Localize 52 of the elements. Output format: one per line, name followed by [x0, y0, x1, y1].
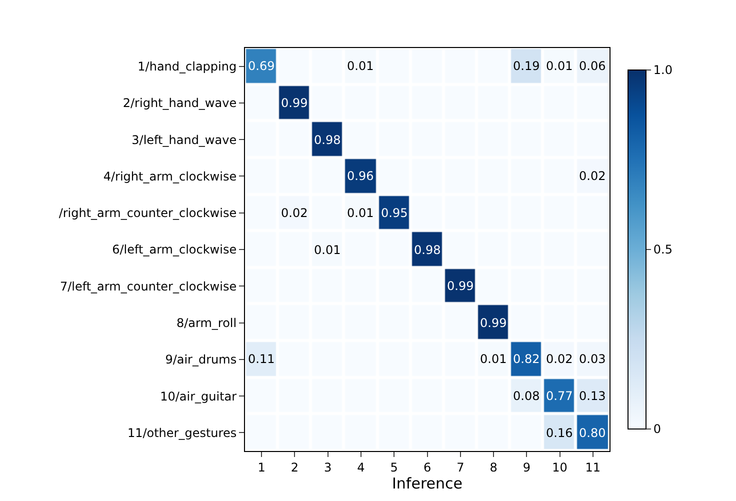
x-tick-label: 10: [552, 460, 568, 474]
x-tick-label: 3: [324, 460, 332, 474]
data-label: 0.16: [546, 426, 573, 440]
data-label: 0.82: [513, 352, 540, 366]
x-tick-label: 11: [585, 460, 601, 474]
x-tick-label: 6: [423, 460, 432, 474]
data-label: 0.99: [447, 279, 474, 293]
data-label: 0.01: [480, 352, 507, 366]
x-tick-label: 5: [390, 460, 398, 474]
data-label: 0.06: [579, 59, 606, 73]
data-label: 0.98: [314, 133, 341, 147]
data-label: 0.02: [546, 352, 573, 366]
data-label: 0.98: [414, 243, 441, 257]
y-tick-label: 3/left_hand_wave: [132, 132, 237, 147]
data-label: 0.02: [281, 206, 308, 220]
y-tick-label: /right_arm_counter_clockwise: [58, 206, 237, 220]
y-tick-label: 7/left_arm_counter_clockwise: [60, 279, 237, 294]
data-label: 0.11: [248, 352, 275, 366]
x-tick-label: 7: [456, 460, 464, 474]
data-label: 0.99: [281, 96, 308, 110]
y-tick-label: 2/right_hand_wave: [122, 96, 237, 110]
data-label: 0.01: [347, 206, 374, 220]
x-tick-label: 1: [258, 460, 266, 474]
y-tick-label: 11/other_gestures: [127, 426, 237, 440]
data-label: 0.03: [579, 352, 606, 366]
data-label: 0.01: [347, 59, 374, 73]
x-tick-label: 9: [522, 460, 530, 474]
data-label: 0.96: [347, 169, 374, 183]
x-tick-label: 2: [290, 460, 299, 474]
data-label: 0.13: [579, 389, 606, 403]
y-tick-label: 4/right_arm_clockwise: [103, 169, 237, 184]
data-label: 0.80: [579, 426, 606, 440]
color-bar-label: 0: [653, 422, 662, 436]
data-label: 0.02: [579, 169, 606, 183]
data-label: 0.19: [513, 59, 540, 73]
data-label: 0.01: [546, 59, 573, 73]
y-tick-label: 10/air_guitar: [160, 389, 237, 404]
data-label: 0.99: [480, 316, 507, 330]
y-tick-label: 8/arm_roll: [176, 316, 237, 330]
data-label: 0.95: [381, 206, 408, 220]
y-tick-label: 6/left_arm_clockwise: [112, 242, 237, 257]
y-tick-label: 1/hand_clapping: [138, 60, 237, 74]
color-bar-label: 1.0: [653, 63, 672, 78]
data-label: 0.77: [546, 389, 573, 403]
x-tick-label: 8: [490, 460, 498, 474]
data-label: 0.69: [248, 59, 275, 73]
color-bar-label: 0.5: [653, 242, 672, 257]
y-tick-label: 9/air_drums: [165, 352, 237, 367]
x-tick-label: 4: [357, 460, 365, 474]
x-axis-title: Inference: [392, 474, 462, 492]
data-label: 0.08: [513, 389, 540, 403]
data-label: 0.01: [314, 243, 341, 257]
